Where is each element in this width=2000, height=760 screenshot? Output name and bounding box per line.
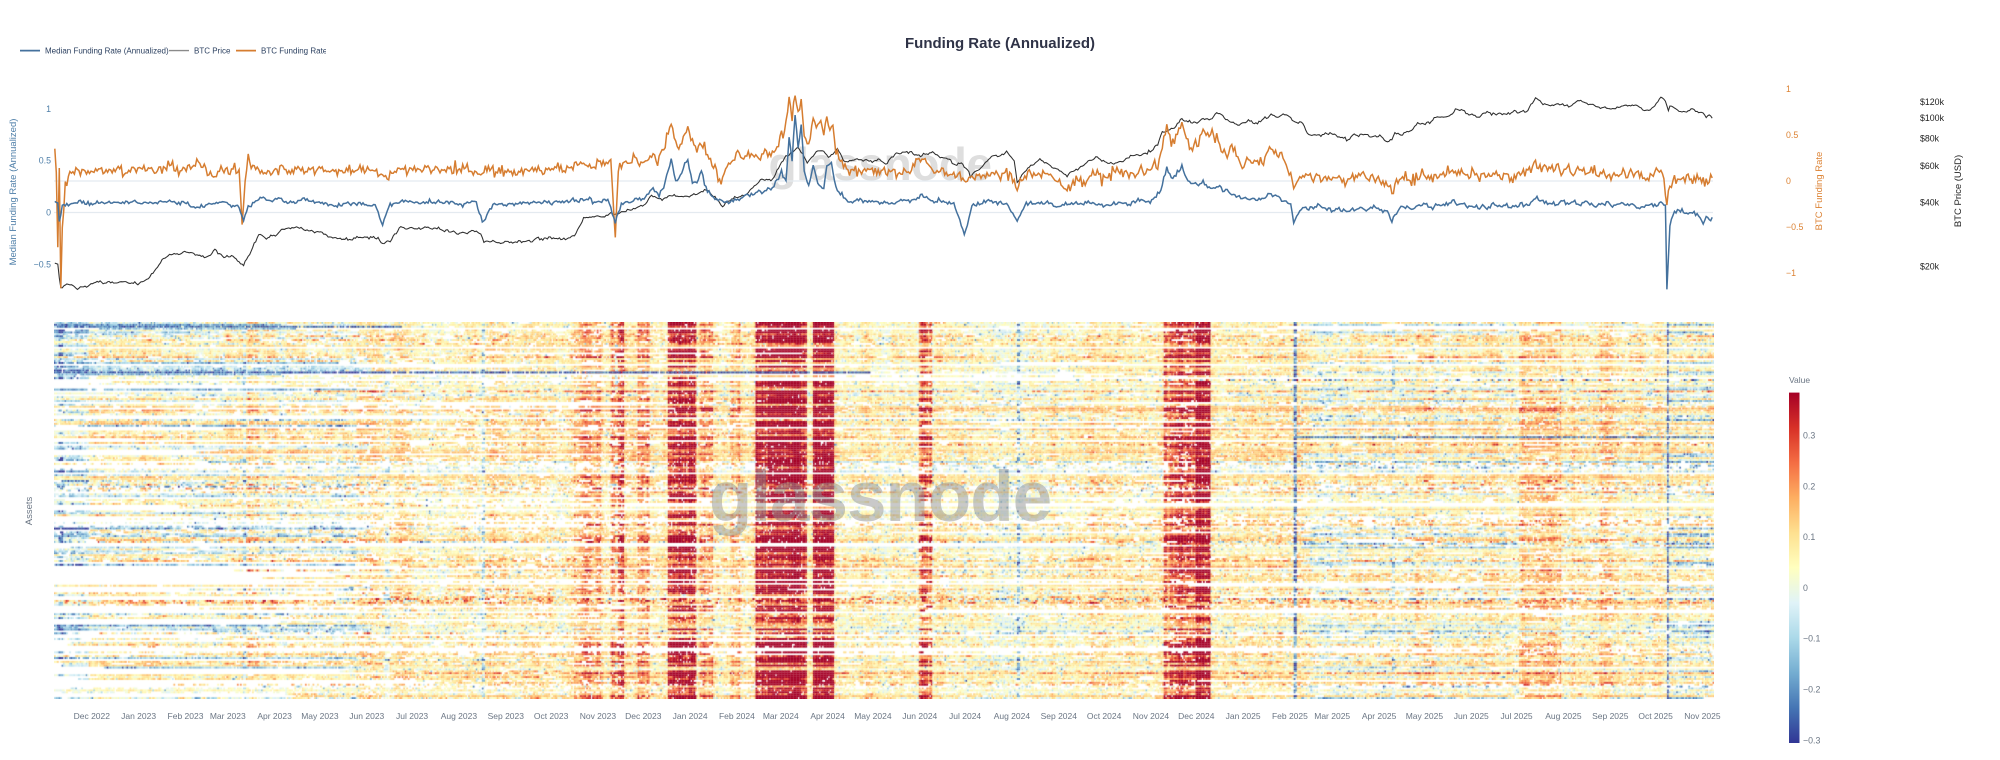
svg-text:Median Funding Rate (Annualize: Median Funding Rate (Annualized) [45,47,169,56]
svg-text:Dec 2024: Dec 2024 [1178,711,1215,721]
svg-text:0.5: 0.5 [1786,130,1798,140]
svg-text:0: 0 [1803,583,1808,593]
svg-text:Aug 2024: Aug 2024 [994,711,1031,721]
svg-text:Sep 2025: Sep 2025 [1592,711,1629,721]
svg-text:Feb 2024: Feb 2024 [719,711,755,721]
svg-text:Feb 2023: Feb 2023 [168,711,204,721]
svg-text:Jul 2025: Jul 2025 [1501,711,1533,721]
svg-text:BTC Funding Rate: BTC Funding Rate [261,47,328,56]
svg-text:Dec 2023: Dec 2023 [625,711,662,721]
svg-text:−0.1: −0.1 [1803,634,1820,644]
svg-text:May 2024: May 2024 [854,711,892,721]
svg-text:Jul 2024: Jul 2024 [949,711,981,721]
svg-text:BTC Price (USD): BTC Price (USD) [1953,155,1964,227]
svg-text:Apr 2024: Apr 2024 [810,711,845,721]
svg-text:−0.3: −0.3 [1803,735,1820,745]
svg-text:0: 0 [46,208,51,218]
svg-text:Nov 2024: Nov 2024 [1133,711,1170,721]
svg-text:Oct 2024: Oct 2024 [1087,711,1122,721]
svg-text:$100k: $100k [1920,113,1945,123]
svg-text:1: 1 [46,104,51,114]
svg-text:Value: Value [1789,375,1810,385]
svg-text:$120k: $120k [1920,97,1945,107]
svg-text:$40k: $40k [1920,197,1940,207]
svg-text:−1: −1 [1786,268,1796,278]
svg-text:glassnode: glassnode [709,458,1051,537]
svg-text:Jun 2024: Jun 2024 [902,711,937,721]
svg-text:Mar 2023: Mar 2023 [210,711,246,721]
svg-text:BTC Price: BTC Price [194,47,231,56]
svg-text:−0.5: −0.5 [1786,222,1803,232]
svg-text:May 2023: May 2023 [301,711,339,721]
svg-text:Apr 2025: Apr 2025 [1362,711,1397,721]
svg-text:Jan 2024: Jan 2024 [673,711,708,721]
svg-text:Oct 2023: Oct 2023 [534,711,569,721]
svg-text:$20k: $20k [1920,262,1940,272]
svg-text:Nov 2023: Nov 2023 [580,711,617,721]
svg-text:Nov 2025: Nov 2025 [1684,711,1721,721]
svg-text:0.1: 0.1 [1803,532,1815,542]
svg-text:$60k: $60k [1920,161,1940,171]
svg-text:0.2: 0.2 [1803,481,1815,491]
svg-text:Sep 2024: Sep 2024 [1041,711,1078,721]
svg-text:Funding Rate (Annualized): Funding Rate (Annualized) [905,35,1095,52]
svg-text:Dec 2022: Dec 2022 [74,711,111,721]
svg-text:Median Funding Rate (Annualize: Median Funding Rate (Annualized) [8,119,19,266]
svg-text:Jul 2023: Jul 2023 [396,711,428,721]
svg-text:0.5: 0.5 [39,156,51,166]
svg-text:Aug 2025: Aug 2025 [1545,711,1582,721]
svg-text:0.3: 0.3 [1803,431,1815,441]
svg-text:Feb 2025: Feb 2025 [1272,711,1308,721]
svg-text:Aug 2023: Aug 2023 [441,711,478,721]
svg-text:BTC Funding Rate: BTC Funding Rate [1814,152,1825,231]
svg-text:Jan 2025: Jan 2025 [1226,711,1261,721]
svg-text:Sep 2023: Sep 2023 [488,711,525,721]
svg-text:1: 1 [1786,84,1791,94]
svg-text:Apr 2023: Apr 2023 [257,711,292,721]
svg-text:Jan 2023: Jan 2023 [121,711,156,721]
svg-text:$80k: $80k [1920,134,1940,144]
svg-text:Assets: Assets [24,496,35,525]
svg-text:−0.2: −0.2 [1803,685,1820,695]
svg-text:0: 0 [1786,176,1791,186]
svg-text:Jun 2023: Jun 2023 [349,711,384,721]
svg-text:−0.5: −0.5 [34,259,51,269]
svg-text:Oct 2025: Oct 2025 [1638,711,1673,721]
svg-text:Mar 2025: Mar 2025 [1314,711,1350,721]
svg-text:May 2025: May 2025 [1406,711,1444,721]
svg-text:Jun 2025: Jun 2025 [1454,711,1489,721]
svg-text:Mar 2024: Mar 2024 [763,711,799,721]
